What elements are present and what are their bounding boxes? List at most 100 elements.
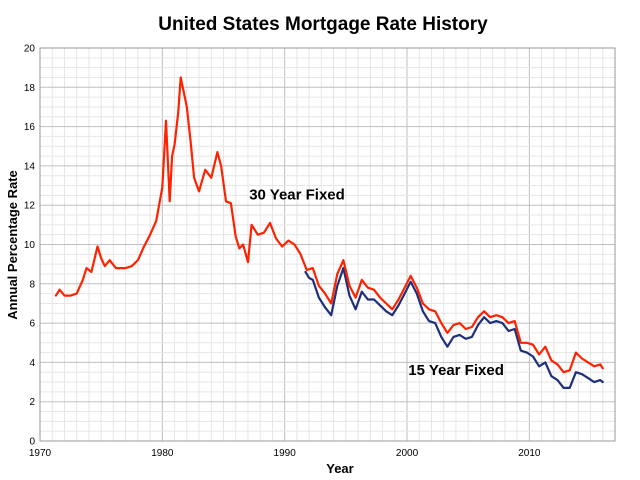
data-point xyxy=(385,302,387,305)
data-point xyxy=(538,365,540,367)
data-point xyxy=(587,377,589,379)
data-point xyxy=(216,151,218,153)
data-point xyxy=(465,328,467,330)
data-point xyxy=(440,322,442,324)
data-point xyxy=(373,298,375,301)
data-point xyxy=(483,310,485,312)
data-point xyxy=(563,371,565,373)
data-point xyxy=(446,332,448,334)
data-point xyxy=(308,277,310,279)
data-point xyxy=(507,330,510,332)
data-point xyxy=(471,336,473,338)
plot-frame xyxy=(39,47,616,442)
data-point xyxy=(306,269,308,271)
data-point xyxy=(538,353,540,356)
data-point xyxy=(587,361,589,363)
data-point xyxy=(550,375,552,377)
data-point xyxy=(58,289,61,291)
data-point xyxy=(143,245,145,248)
data-point xyxy=(391,314,393,316)
data-point xyxy=(55,294,57,297)
x-tick-label: 1990 xyxy=(274,448,297,459)
data-point xyxy=(275,238,277,240)
data-point xyxy=(361,291,363,293)
data-point xyxy=(532,344,534,346)
data-point xyxy=(318,296,320,299)
data-point xyxy=(242,243,244,246)
data-point xyxy=(391,308,393,310)
data-point xyxy=(520,350,522,352)
x-tick-label: 2000 xyxy=(396,448,419,459)
data-point xyxy=(563,387,565,389)
y-tick-label: 18 xyxy=(24,83,36,94)
data-point xyxy=(115,267,117,269)
data-point xyxy=(173,143,176,145)
series-points-15-year-fixed xyxy=(304,267,604,389)
data-point xyxy=(69,294,72,297)
data-point xyxy=(299,253,302,255)
data-point xyxy=(602,367,604,369)
data-point xyxy=(269,222,271,224)
data-point xyxy=(165,120,167,122)
y-tick-label: 10 xyxy=(24,240,36,251)
series-points-30-year-fixed xyxy=(55,76,604,373)
data-point xyxy=(90,271,92,273)
data-point xyxy=(495,314,497,316)
data-point xyxy=(161,186,163,189)
data-point xyxy=(193,177,195,179)
data-point xyxy=(247,261,249,263)
data-point xyxy=(251,224,253,226)
data-point xyxy=(410,275,412,277)
data-point xyxy=(575,351,577,354)
data-point xyxy=(287,239,289,242)
data-point xyxy=(416,287,418,289)
data-point xyxy=(355,296,357,299)
y-tick-label: 6 xyxy=(29,319,35,330)
data-point xyxy=(379,304,381,307)
data-point xyxy=(403,287,406,289)
data-point xyxy=(131,265,133,267)
data-point xyxy=(602,381,604,383)
data-point xyxy=(514,320,516,322)
data-point xyxy=(155,220,157,222)
data-point xyxy=(434,322,436,324)
data-point xyxy=(348,285,351,287)
data-point xyxy=(501,316,504,318)
data-point xyxy=(397,298,400,301)
data-point xyxy=(186,106,188,108)
data-point xyxy=(137,259,139,261)
data-point xyxy=(373,289,375,291)
data-point xyxy=(422,302,424,305)
data-point xyxy=(210,177,212,179)
series-annotation: 30 Year Fixed xyxy=(249,186,345,203)
data-point xyxy=(428,320,430,322)
data-point xyxy=(397,304,400,307)
data-point xyxy=(569,369,571,371)
data-point xyxy=(149,234,151,236)
data-point xyxy=(581,357,583,360)
data-point xyxy=(507,322,510,324)
y-tick-label: 0 xyxy=(29,437,35,448)
y-tick-label: 2 xyxy=(29,397,35,408)
data-point xyxy=(495,320,497,322)
data-point xyxy=(556,363,559,365)
data-point xyxy=(550,359,552,362)
data-point xyxy=(599,363,601,365)
data-point xyxy=(599,379,601,381)
data-point xyxy=(330,314,332,316)
data-point xyxy=(189,139,192,141)
data-point xyxy=(324,293,326,295)
y-tick-label: 16 xyxy=(24,122,36,133)
data-point xyxy=(440,336,442,338)
data-point xyxy=(501,322,504,324)
y-tick-label: 12 xyxy=(24,201,36,212)
data-point xyxy=(342,259,345,261)
data-point xyxy=(471,326,473,328)
data-point xyxy=(422,310,424,312)
data-point xyxy=(204,169,206,171)
data-point xyxy=(104,265,106,267)
data-point xyxy=(263,232,265,234)
data-point xyxy=(109,259,111,261)
data-point xyxy=(225,200,227,202)
